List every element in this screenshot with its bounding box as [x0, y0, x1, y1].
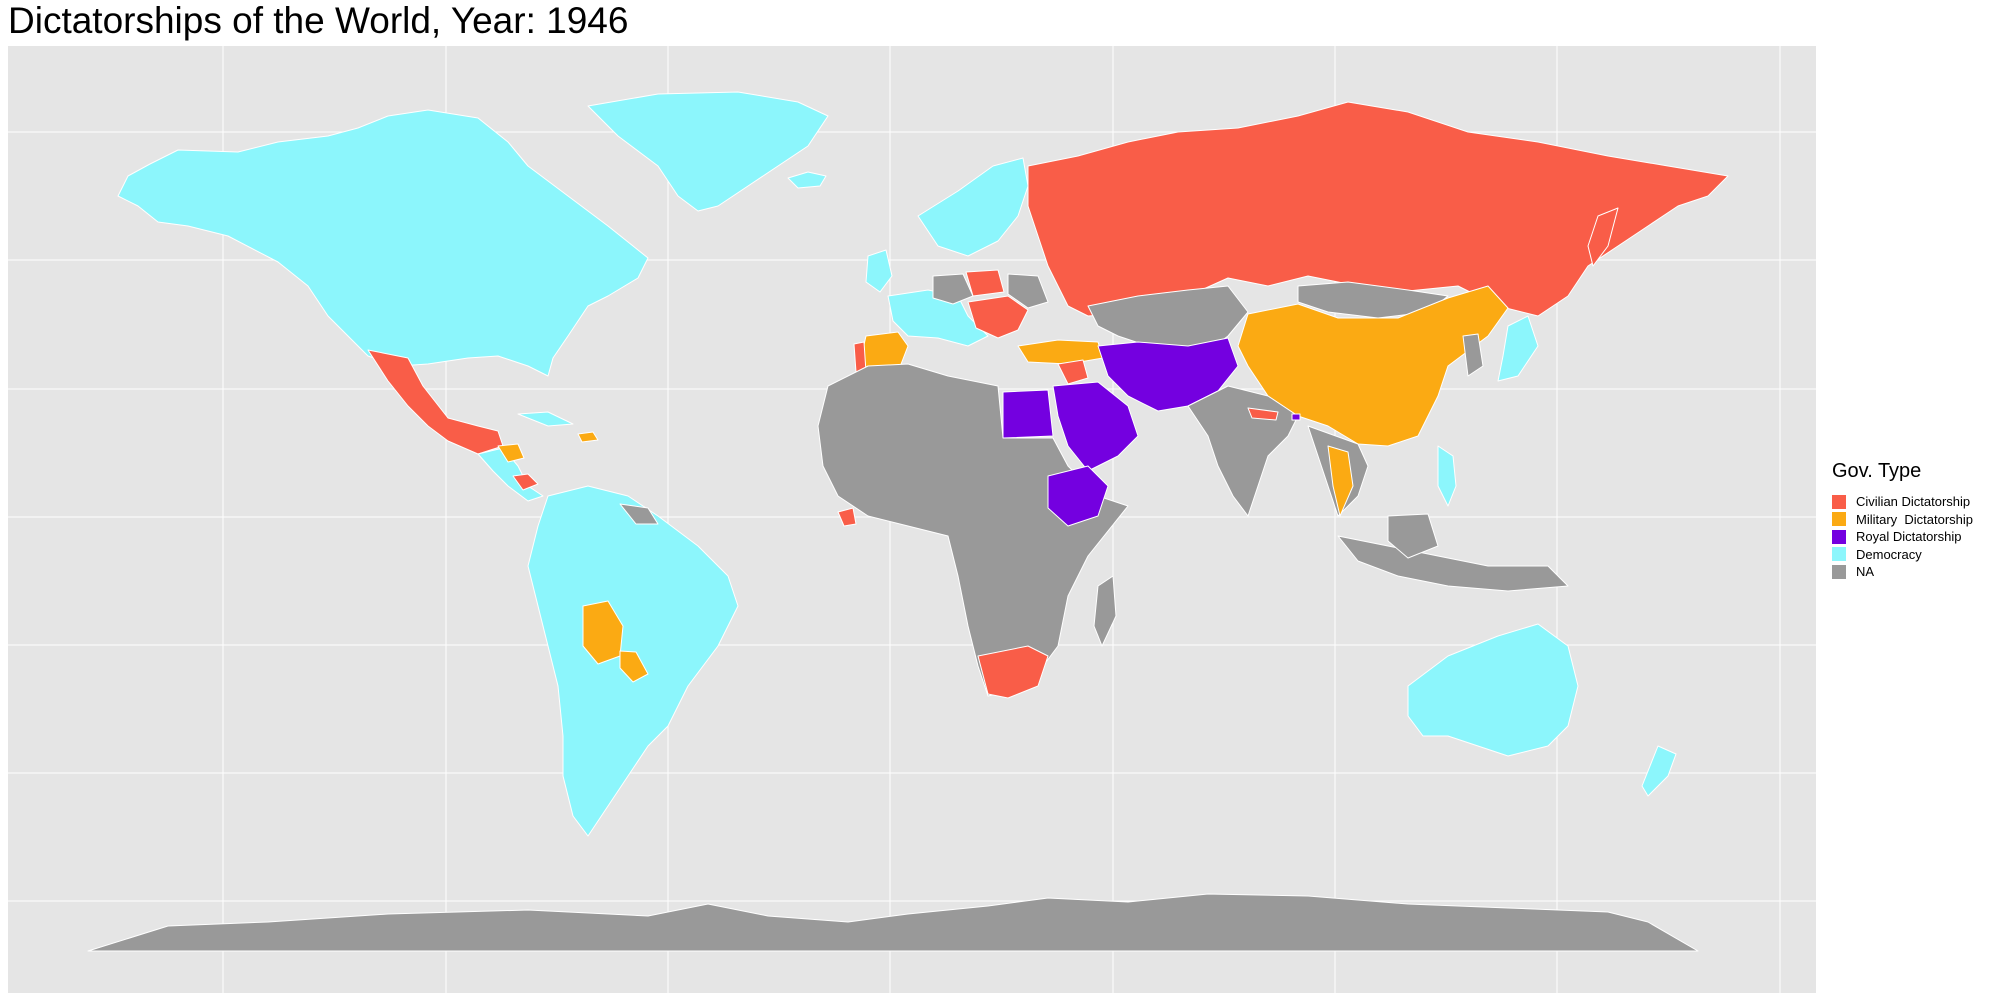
region-india [1187, 385, 1299, 517]
legend-label: Civilian Dictatorship [1856, 494, 1971, 510]
region-indonesia [1337, 535, 1569, 592]
region-thailand [1327, 445, 1354, 517]
region-korea [1462, 333, 1484, 377]
region-dominican-republic [577, 431, 599, 443]
legend-item-democracy: Democracy [1832, 546, 1997, 564]
region-cuba [517, 411, 574, 427]
region-nicaragua [512, 473, 539, 491]
region-south-africa [977, 645, 1049, 699]
legend-swatch [1832, 512, 1846, 527]
region-uk [865, 249, 893, 293]
region-kamchatka [1587, 207, 1619, 267]
region-africa [817, 363, 1129, 697]
legend-item-royal: Royal Dictatorship [1832, 528, 1997, 546]
region-borneo [1387, 513, 1439, 559]
legend-swatch [1832, 547, 1846, 562]
legend: Gov. Type Civilian Dictatorship Military… [1832, 460, 1997, 581]
region-scandinavia [917, 157, 1029, 257]
legend-item-military: Military Dictatorship [1832, 511, 1997, 529]
legend-label: Democracy [1856, 546, 1922, 562]
region-iceland [787, 171, 827, 189]
region-ussr [1027, 101, 1729, 317]
region-poland [965, 269, 1005, 297]
region-new-zealand [1641, 745, 1677, 797]
region-ethiopia [1047, 465, 1109, 527]
legend-swatch [1832, 529, 1846, 544]
legend-title: Gov. Type [1832, 460, 1922, 482]
map-panel [8, 46, 1816, 993]
region-greenland [587, 91, 829, 212]
region-syria [1057, 359, 1089, 385]
region-mexico [367, 349, 504, 455]
chart-title: Dictatorships of the World, Year: 1946 [8, 0, 629, 41]
world-map [8, 46, 1816, 993]
region-bhutan [1291, 413, 1301, 421]
region-arabia [1052, 381, 1139, 472]
legend-label: Military Dictatorship [1856, 511, 1974, 527]
legend-label: NA [1856, 564, 1875, 580]
legend-item-civilian: Civilian Dictatorship [1832, 493, 1997, 511]
region-balkans [1007, 273, 1049, 309]
region-liberia [837, 507, 857, 527]
region-guianas [619, 503, 659, 525]
region-nepal [1247, 407, 1279, 421]
region-egypt [1002, 389, 1054, 439]
region-turkey [1017, 339, 1104, 365]
region-germany [932, 273, 974, 305]
region-japan [1497, 315, 1539, 382]
region-philippines [1437, 445, 1457, 507]
legend-swatch [1832, 564, 1846, 579]
legend-label: Royal Dictatorship [1856, 529, 1962, 545]
legend-swatch [1832, 494, 1846, 509]
region-madagascar [1093, 575, 1117, 647]
region-honduras [497, 443, 525, 463]
region-paraguay [619, 650, 649, 683]
legend-item-na: NA [1832, 563, 1997, 581]
region-eastern-europe [967, 295, 1029, 339]
region-australia [1407, 623, 1579, 757]
region-antarctica [87, 893, 1699, 952]
region-north-america [117, 109, 649, 377]
